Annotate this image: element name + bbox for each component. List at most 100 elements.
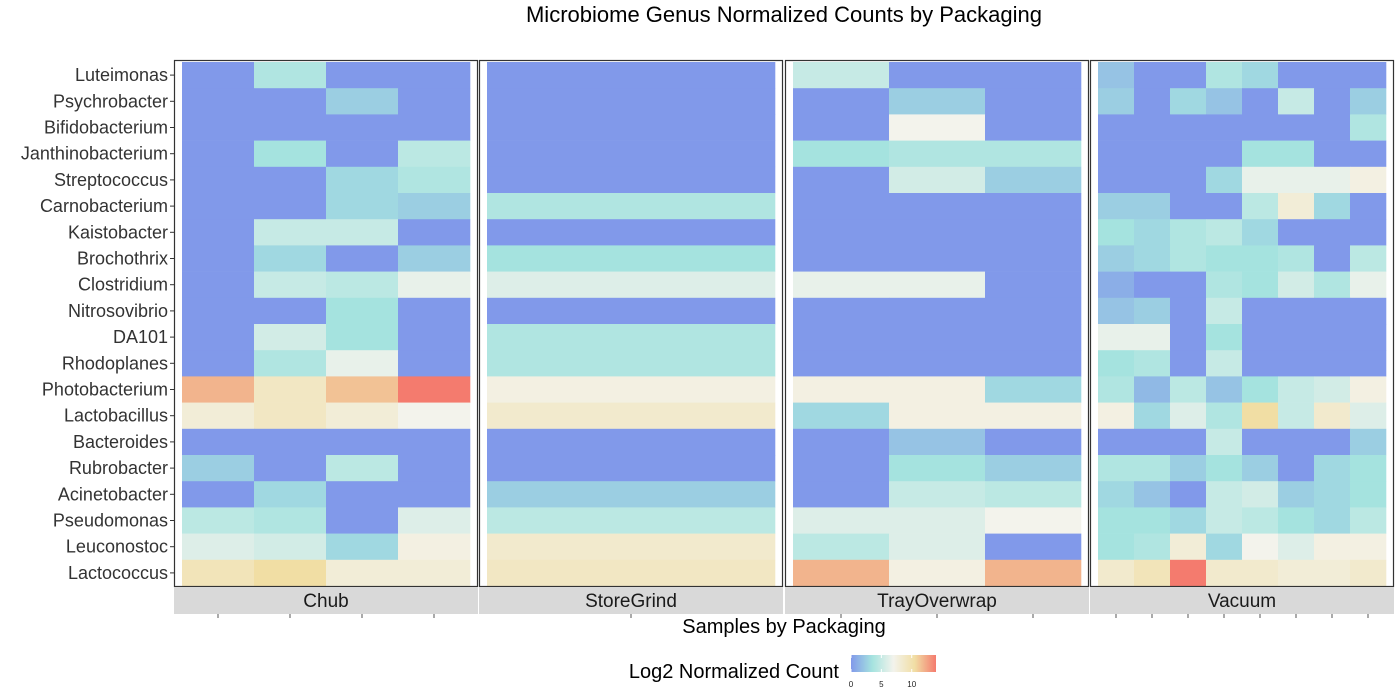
heatmap-cell [985, 114, 1082, 141]
facet-panel: StoreGrind [478, 59, 784, 618]
heatmap-cell [1134, 62, 1171, 89]
heatmap-cell [398, 455, 471, 482]
genus-label: Janthinobacterium [21, 144, 168, 164]
genus-label: Carnobacterium [40, 196, 168, 216]
heatmap-cell [398, 324, 471, 351]
heatmap-cell [182, 245, 255, 272]
heatmap-cell [1206, 455, 1243, 482]
facet-panels: Chub StoreGrind TrayOverwrap Vacuum [173, 59, 1395, 618]
heatmap-cell [487, 559, 776, 587]
heatmap-cell [1134, 402, 1171, 430]
heatmap-cell [1098, 559, 1135, 587]
heatmap-cell [1170, 62, 1207, 89]
heatmap-cell [326, 193, 399, 220]
heatmap-cell [1278, 324, 1315, 351]
heatmap-cell [1206, 428, 1243, 456]
heatmap-cell [1350, 140, 1387, 168]
heatmap-cell [1350, 219, 1387, 246]
heatmap-cell [1098, 140, 1135, 168]
heatmap-cell [487, 193, 776, 220]
heatmap-cell [398, 245, 471, 272]
heatmap-cell [1278, 350, 1315, 377]
heatmap-cell [1314, 88, 1351, 115]
heatmap-cell [1314, 376, 1351, 403]
heatmap-cell [398, 350, 471, 377]
heatmap-cell [487, 455, 776, 482]
genus-label: Clostridium [78, 275, 168, 295]
heatmap-cell [1350, 455, 1387, 482]
heatmap-cell [254, 350, 327, 377]
heatmap-cell [1314, 507, 1351, 534]
heatmap-cell [1170, 114, 1207, 141]
panel-border [173, 59, 479, 588]
heatmap-cell [326, 219, 399, 246]
heatmap-cell [1206, 245, 1243, 272]
heatmap-cell [985, 428, 1082, 456]
heatmap-cell [254, 481, 327, 508]
heatmap-cell [326, 114, 399, 141]
heatmap-cell [793, 245, 890, 272]
heatmap-cell [1314, 428, 1351, 456]
genus-label: Photobacterium [42, 380, 168, 400]
heatmap-cell [1170, 193, 1207, 220]
heatmap-cell [793, 481, 890, 508]
heatmap-cell [985, 219, 1082, 246]
genus-label: Rubrobacter [69, 458, 168, 478]
heatmap-cell [889, 140, 986, 168]
heatmap-cell [793, 402, 890, 430]
heatmap-cell [1134, 114, 1171, 141]
heatmap-cell [793, 166, 890, 194]
heatmap-cell [1134, 271, 1171, 299]
heatmap-cell [1278, 428, 1315, 456]
heatmap-cell [1278, 481, 1315, 508]
heatmap-cell [487, 297, 776, 325]
heatmap-cell [793, 350, 890, 377]
heatmap-cell [1134, 559, 1171, 587]
heatmap-cell [1242, 324, 1279, 351]
heatmap-cell [1206, 324, 1243, 351]
heatmap-cell [985, 402, 1082, 430]
heatmap-cell [487, 245, 776, 272]
heatmap-cell [398, 428, 471, 456]
heatmap-cell [1206, 350, 1243, 377]
heatmap-cell [398, 376, 471, 403]
heatmap-cell [1170, 559, 1207, 587]
heatmap-cell [1206, 376, 1243, 403]
heatmap-cell [1242, 559, 1279, 587]
heatmap-cell [1278, 245, 1315, 272]
heatmap-cell [889, 166, 986, 194]
heatmap-cell [793, 533, 890, 561]
heatmap-cell [1206, 140, 1243, 168]
heatmap-cell [1350, 297, 1387, 325]
heatmap-cell [793, 114, 890, 141]
heatmap-cell [326, 166, 399, 194]
heatmap-cell [1350, 324, 1387, 351]
heatmap-cell [254, 402, 327, 430]
heatmap-cell [1314, 559, 1351, 587]
heatmap-cell [1134, 88, 1171, 115]
heatmap-cell [254, 324, 327, 351]
heatmap-cell [1278, 271, 1315, 299]
heatmap-cell [254, 140, 327, 168]
facet-strip [785, 587, 1089, 614]
heatmap-cell [1314, 324, 1351, 351]
heatmap-cell [1242, 533, 1279, 561]
heatmap-cell [326, 350, 399, 377]
heatmap-cell [182, 533, 255, 561]
genus-labels: Luteimonas Psychrobacter Bifidobacterium Ja… [21, 65, 174, 583]
facet-panel: Chub [173, 59, 479, 618]
heatmap-cell [1278, 559, 1315, 587]
heatmap-cell [254, 455, 327, 482]
heatmap-cell [398, 507, 471, 534]
heatmap-cell [1350, 533, 1387, 561]
heatmap-cell [1242, 88, 1279, 115]
heatmap-cell [1206, 114, 1243, 141]
heatmap-cell [1170, 245, 1207, 272]
heatmap-cell [1350, 62, 1387, 89]
heatmap-cell [487, 166, 776, 194]
panel-border [784, 59, 1090, 588]
heatmap-cell [793, 219, 890, 246]
heatmap-cell [985, 88, 1082, 115]
heatmap-cell [889, 428, 986, 456]
heatmap-cell [793, 376, 890, 403]
